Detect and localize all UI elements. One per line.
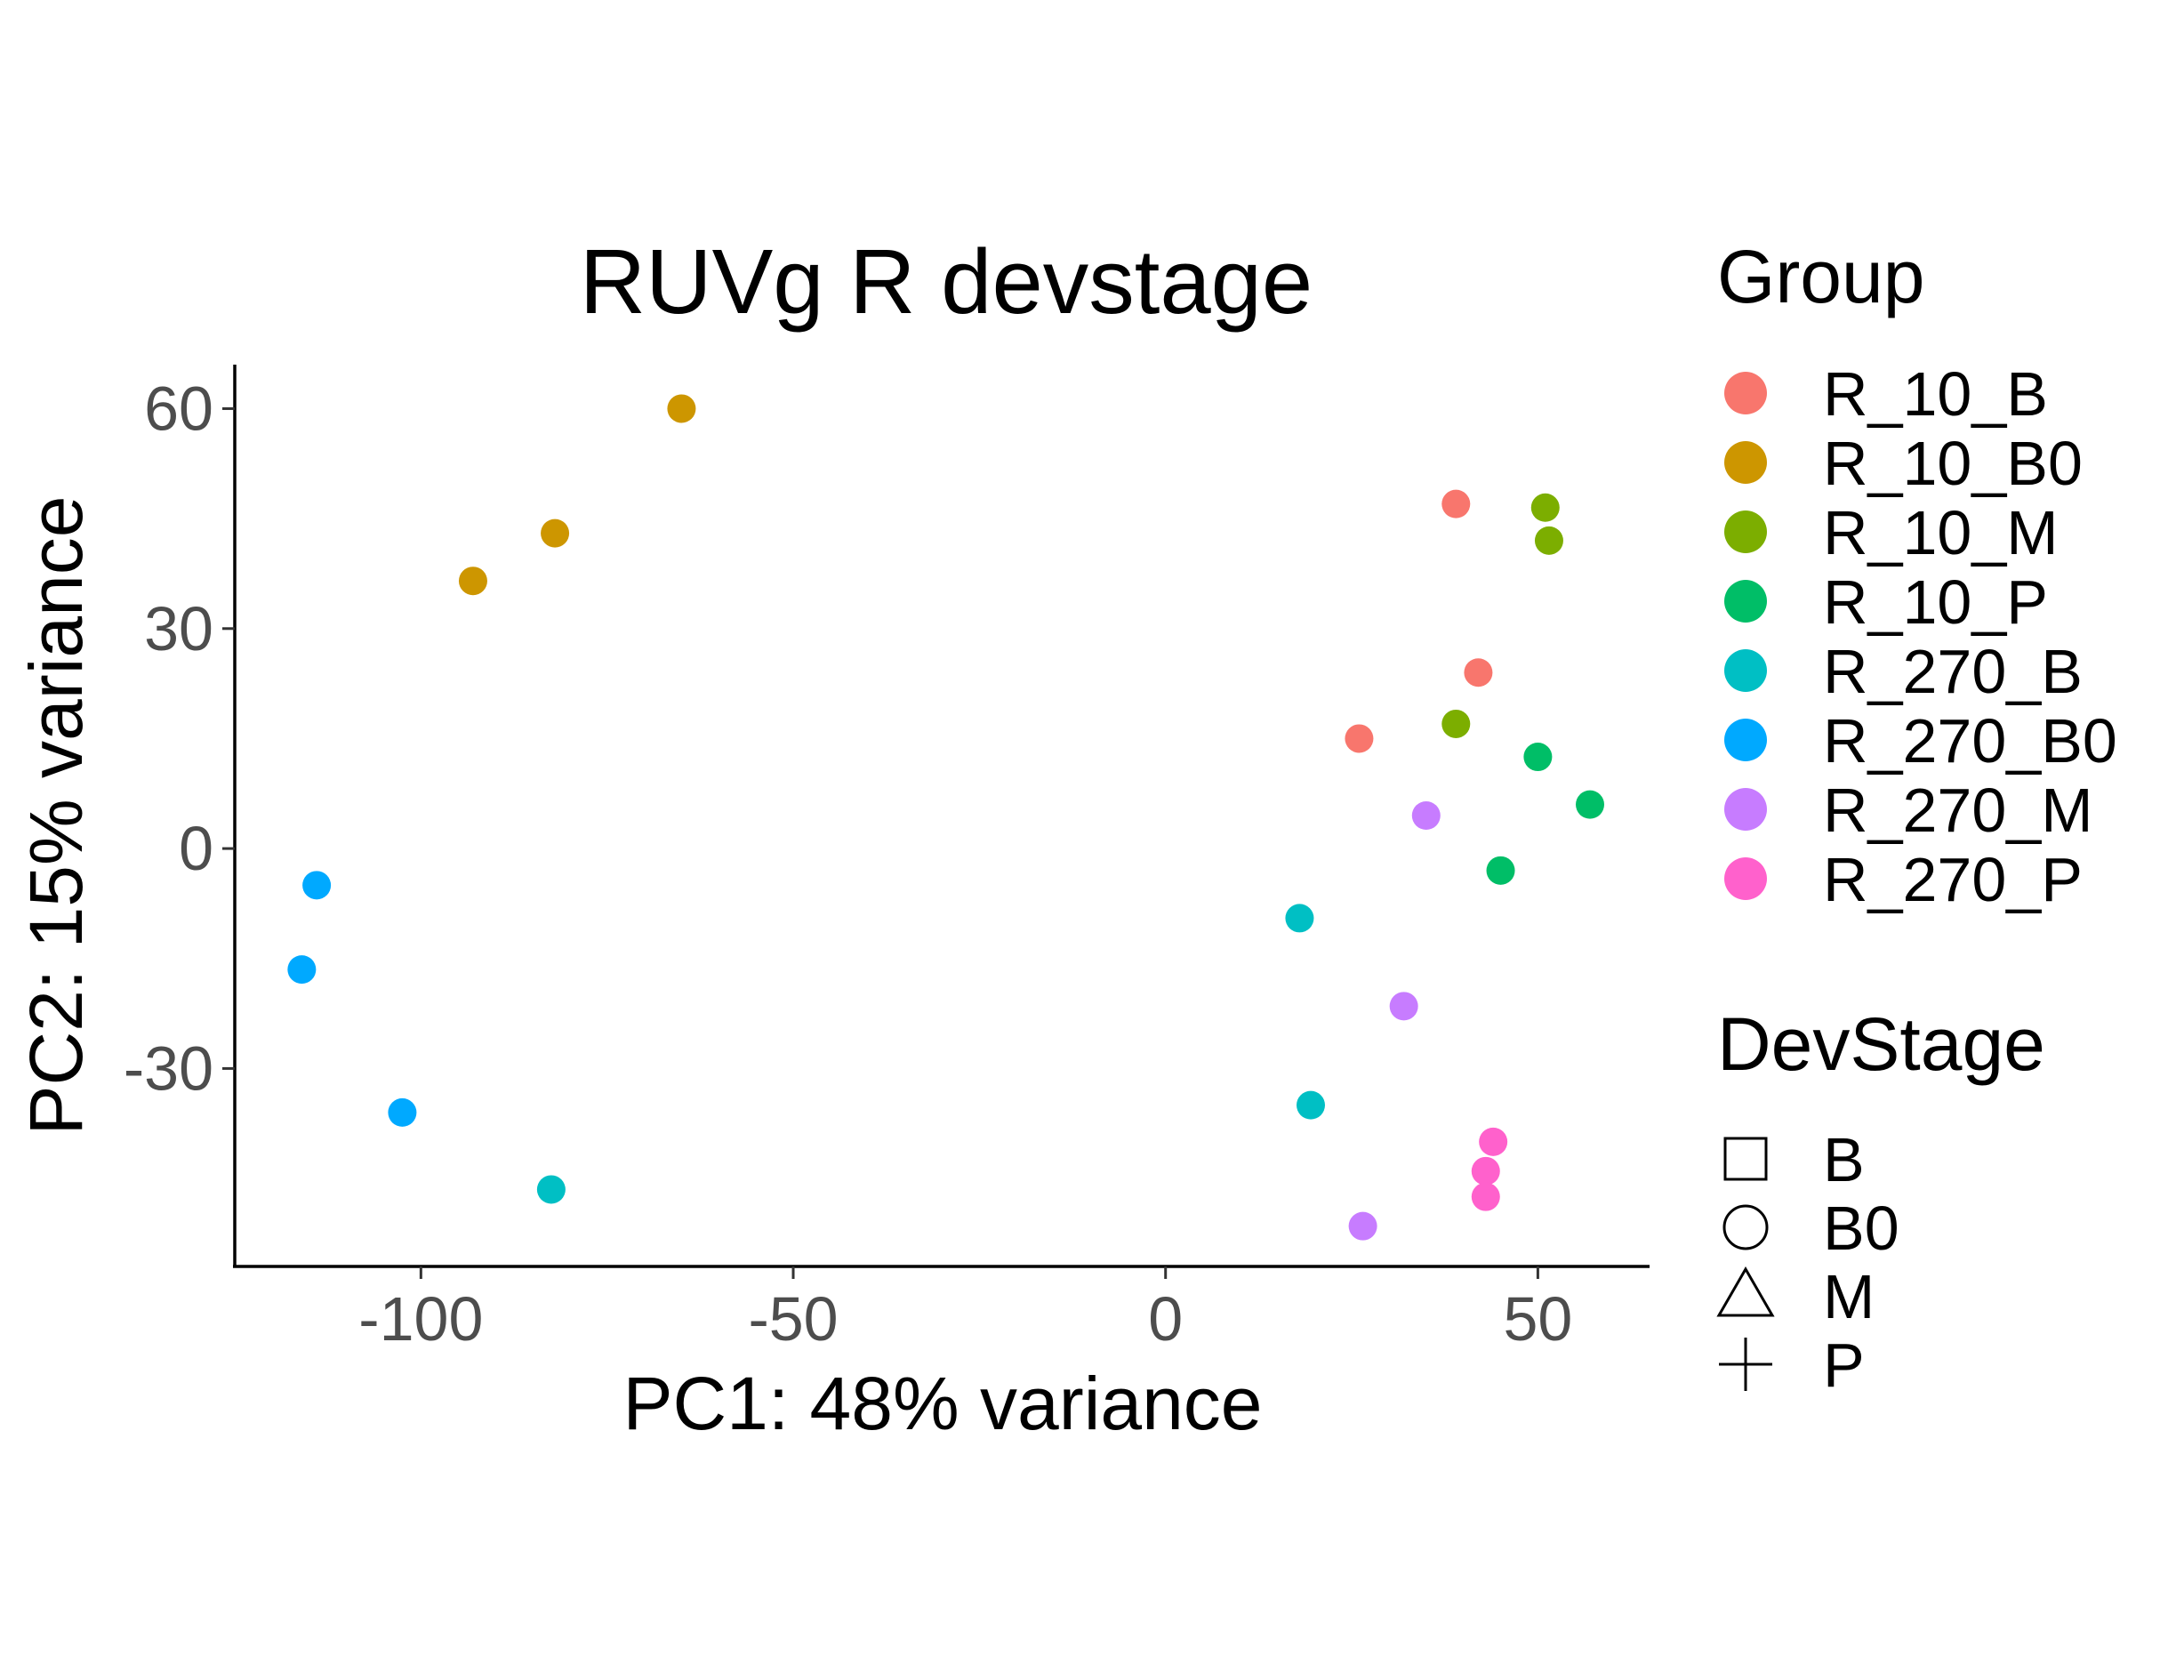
legend-color-key: [1724, 372, 1767, 414]
devstage-legend-item: P: [1719, 1330, 1865, 1400]
devstage-legend-label: P: [1823, 1330, 1865, 1400]
legend-shape-key: [1723, 1137, 1768, 1181]
data-point: [541, 518, 570, 548]
data-point: [1471, 1156, 1500, 1186]
data-point: [667, 394, 696, 423]
data-point: [1464, 658, 1493, 687]
group-legend-item: R_10_M: [1724, 498, 2059, 567]
group-legend-label: R_270_B: [1823, 637, 2083, 706]
y-axis-label: PC2: 15% variance: [14, 495, 98, 1135]
data-point: [287, 955, 317, 985]
group-legend-item: R_10_P: [1724, 567, 2048, 637]
data-point: [1285, 904, 1314, 933]
group-legend-item: R_10_B0: [1724, 429, 2083, 498]
group-legend-label: R_10_M: [1823, 498, 2059, 567]
devstage-legend-item: M: [1716, 1262, 1875, 1331]
legend-color-key: [1724, 788, 1767, 831]
group-legend-label: R_270_P: [1823, 845, 2083, 914]
axes: [233, 365, 1650, 1268]
data-point: [1296, 1090, 1325, 1120]
chart-title: RUVg R devstage: [580, 230, 1313, 333]
x-tick-label: 0: [1148, 1284, 1183, 1354]
data-point: [1576, 790, 1605, 819]
group-legend-item: R_270_B: [1724, 637, 2083, 706]
y-tick-label: 0: [179, 814, 213, 883]
group-legend-item: R_270_P: [1724, 845, 2083, 914]
y-ticks: 60 30 0 -30: [124, 374, 235, 1103]
data-point: [1479, 1127, 1508, 1156]
group-legend-label: R_270_M: [1823, 776, 2093, 845]
legend-shape-key: [1722, 1204, 1769, 1250]
x-tick-label: -100: [358, 1284, 483, 1354]
group-legend-label: R_10_P: [1823, 567, 2048, 637]
legend-color-key: [1724, 580, 1767, 623]
devstage-legend-item: B: [1723, 1125, 1865, 1194]
legend-shape-key: [1716, 1266, 1775, 1317]
legend-color-key: [1724, 441, 1767, 484]
data-point: [1441, 489, 1471, 518]
group-legend-item: R_10_B: [1724, 359, 2048, 429]
group-legend-item: R_270_B0: [1724, 706, 2117, 776]
data-point: [458, 567, 487, 596]
group-legend-label: R_10_B0: [1823, 429, 2083, 498]
data-point: [1441, 709, 1471, 738]
devstage-legend-item: B0: [1722, 1194, 1899, 1263]
x-ticks: -100 -50 0 50: [358, 1266, 1572, 1354]
data-point: [1486, 856, 1515, 885]
data-point: [388, 1097, 417, 1127]
data-point: [1530, 493, 1560, 522]
devstage-legend-title: DevStage: [1717, 1002, 2045, 1086]
devstage-legend-label: M: [1823, 1262, 1875, 1331]
data-point: [1348, 1211, 1377, 1241]
group-legend: Group R_10_BR_10_B0R_10_MR_10_PR_270_BR_…: [1717, 235, 2117, 914]
data-point: [536, 1175, 566, 1204]
data-point: [1471, 1182, 1500, 1211]
plot-points: [287, 394, 1605, 1241]
data-point: [302, 871, 332, 900]
data-point: [1389, 992, 1418, 1021]
legend-color-key: [1724, 857, 1767, 900]
legend-color-key: [1724, 719, 1767, 761]
legend-shape-key: [1719, 1338, 1772, 1391]
devstage-legend-label: B0: [1823, 1194, 1899, 1263]
legend-color-key: [1724, 510, 1767, 553]
y-tick-label: 60: [144, 374, 213, 443]
group-legend-label: R_270_B0: [1823, 706, 2117, 776]
devstage-legend-label: B: [1823, 1125, 1865, 1194]
x-tick-label: 50: [1503, 1284, 1572, 1354]
y-tick-label: -30: [124, 1033, 213, 1103]
data-point: [1534, 526, 1563, 555]
legend-color-key: [1724, 649, 1767, 692]
data-point: [1411, 801, 1441, 830]
group-legend-title: Group: [1717, 235, 1924, 318]
y-tick-label: 30: [144, 594, 213, 663]
x-axis-label: PC1: 48% variance: [622, 1362, 1262, 1445]
group-legend-label: R_10_B: [1823, 359, 2048, 429]
group-legend-item: R_270_M: [1724, 776, 2093, 845]
data-point: [1523, 743, 1553, 772]
x-tick-label: -50: [748, 1284, 838, 1354]
data-point: [1345, 724, 1374, 753]
